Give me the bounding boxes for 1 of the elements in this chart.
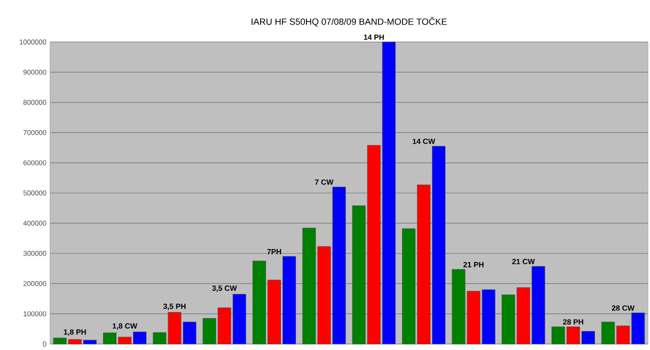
chart-title: IARU HF S50HQ 07/08/09 BAND-MODE TOČKE: [252, 16, 447, 26]
